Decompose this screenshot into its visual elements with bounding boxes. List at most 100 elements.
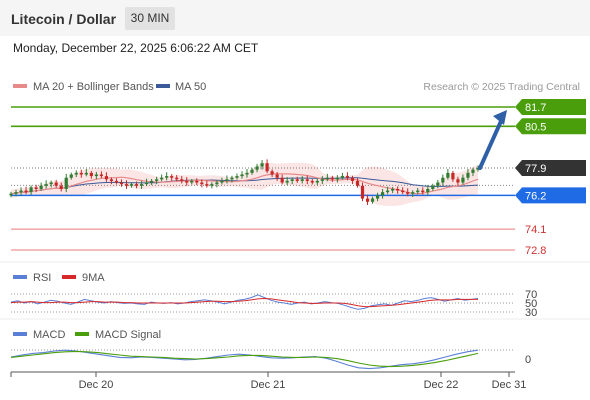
- candle-body: [431, 185, 435, 189]
- candle-body: [165, 176, 169, 178]
- candle-body: [150, 180, 154, 183]
- level-tag-80.5: [515, 118, 586, 135]
- candle-body: [380, 192, 385, 196]
- level-label-80.5: 80.5: [525, 121, 546, 133]
- candle-body: [59, 185, 63, 189]
- candle-body: [64, 177, 68, 189]
- candle-body: [109, 179, 114, 181]
- credit-label: Research © 2025 Trading Central: [423, 81, 580, 93]
- level-tag-77.9: [515, 160, 586, 177]
- candle-body: [285, 180, 289, 183]
- macd-legend-label: MACD: [33, 329, 65, 341]
- candle-body: [240, 174, 244, 177]
- x-tick-label: Dec 22: [424, 379, 459, 391]
- candle-body: [290, 179, 294, 181]
- candle-body: [360, 185, 365, 199]
- candle-body: [305, 179, 309, 181]
- candle-body: [391, 188, 395, 191]
- forecast-arrow-head: [493, 110, 507, 125]
- candle-body: [461, 177, 465, 183]
- ma50-legend-label: MA 50: [175, 81, 206, 93]
- candle-body: [350, 177, 355, 181]
- candle-body: [270, 171, 274, 175]
- candle-body: [89, 172, 93, 177]
- candle-body: [446, 172, 450, 178]
- level-tag-81.7: [515, 99, 586, 115]
- candle-body: [155, 179, 159, 181]
- candle-body: [84, 172, 88, 175]
- rsi-line: [10, 294, 479, 310]
- candle-body: [471, 169, 475, 173]
- candle-body: [275, 174, 279, 178]
- candle-body: [426, 188, 430, 193]
- candle-body: [14, 192, 18, 194]
- bollinger-band: [11, 162, 478, 206]
- candle-body: [69, 174, 73, 178]
- candle-body: [295, 179, 299, 181]
- level-tag-76.2: [515, 187, 586, 204]
- candle-body: [476, 168, 480, 170]
- candle-body: [200, 182, 204, 185]
- candle-body: [24, 190, 28, 193]
- candle-body: [370, 198, 375, 202]
- rsi-ma-line: [10, 297, 478, 308]
- candle-body: [386, 190, 390, 193]
- candle-body: [225, 179, 229, 181]
- candle-body: [119, 182, 124, 185]
- candle-body: [74, 172, 78, 175]
- macd-line: [10, 349, 479, 370]
- candle-body: [144, 182, 149, 185]
- candle-body: [99, 174, 103, 177]
- candle-body: [255, 166, 259, 170]
- candle-body: [355, 180, 360, 186]
- level-label-76.2: 76.2: [525, 190, 546, 202]
- candle-body: [54, 182, 58, 186]
- ma20-legend-label: MA 20 + Bollinger Bands: [33, 81, 154, 93]
- candle-body: [365, 198, 370, 202]
- candle-body: [325, 177, 329, 180]
- candle-body: [466, 172, 470, 178]
- candle-body: [79, 172, 83, 175]
- candle-body: [235, 176, 239, 178]
- x-tick-label: Dec 20: [79, 379, 114, 391]
- candle-body: [406, 192, 410, 194]
- candle-body: [190, 180, 194, 183]
- candle-body: [114, 180, 119, 183]
- candle-body: [9, 193, 13, 196]
- candle-body: [310, 180, 314, 183]
- candle-body: [315, 180, 319, 183]
- candle-body: [220, 180, 224, 183]
- candle-body: [94, 174, 98, 177]
- level-label-72.8: 72.8: [525, 245, 546, 257]
- level-label-77.9: 77.9: [525, 163, 546, 175]
- macd-signal-legend-swatch: [75, 332, 89, 336]
- candle-body: [39, 185, 43, 189]
- header-bar: Litecoin / Dollar 30 MIN: [0, 0, 590, 36]
- candle-body: [396, 188, 400, 191]
- candle-body: [44, 184, 48, 186]
- level-label-81.7: 81.7: [525, 102, 546, 114]
- forecast-arrow-shaft: [478, 117, 504, 171]
- candle-body: [195, 180, 199, 183]
- candle-body: [19, 190, 23, 193]
- ma50-legend-swatch: [156, 84, 170, 88]
- timeframe-button[interactable]: 30 MIN: [125, 7, 175, 30]
- candle-body: [456, 179, 460, 183]
- candle-body: [260, 163, 264, 167]
- macd-legend-swatch: [13, 332, 27, 336]
- candle-body: [160, 177, 164, 180]
- candle-body: [265, 163, 269, 172]
- ma20-legend-swatch: [13, 84, 27, 88]
- level-label-74.1: 74.1: [525, 224, 546, 236]
- macd-signal-line: [10, 350, 479, 368]
- rsi-tick-label: 30: [525, 307, 537, 319]
- candle-body: [230, 177, 234, 180]
- candle-body: [245, 172, 249, 175]
- candle-body: [411, 192, 415, 194]
- ma20-line: [10, 173, 479, 195]
- candle-body: [104, 176, 109, 180]
- rsi-tick-label: 50: [525, 298, 537, 310]
- candle-body: [451, 172, 455, 180]
- rsi-legend-label: RSI: [33, 272, 51, 284]
- candle-body: [300, 179, 304, 181]
